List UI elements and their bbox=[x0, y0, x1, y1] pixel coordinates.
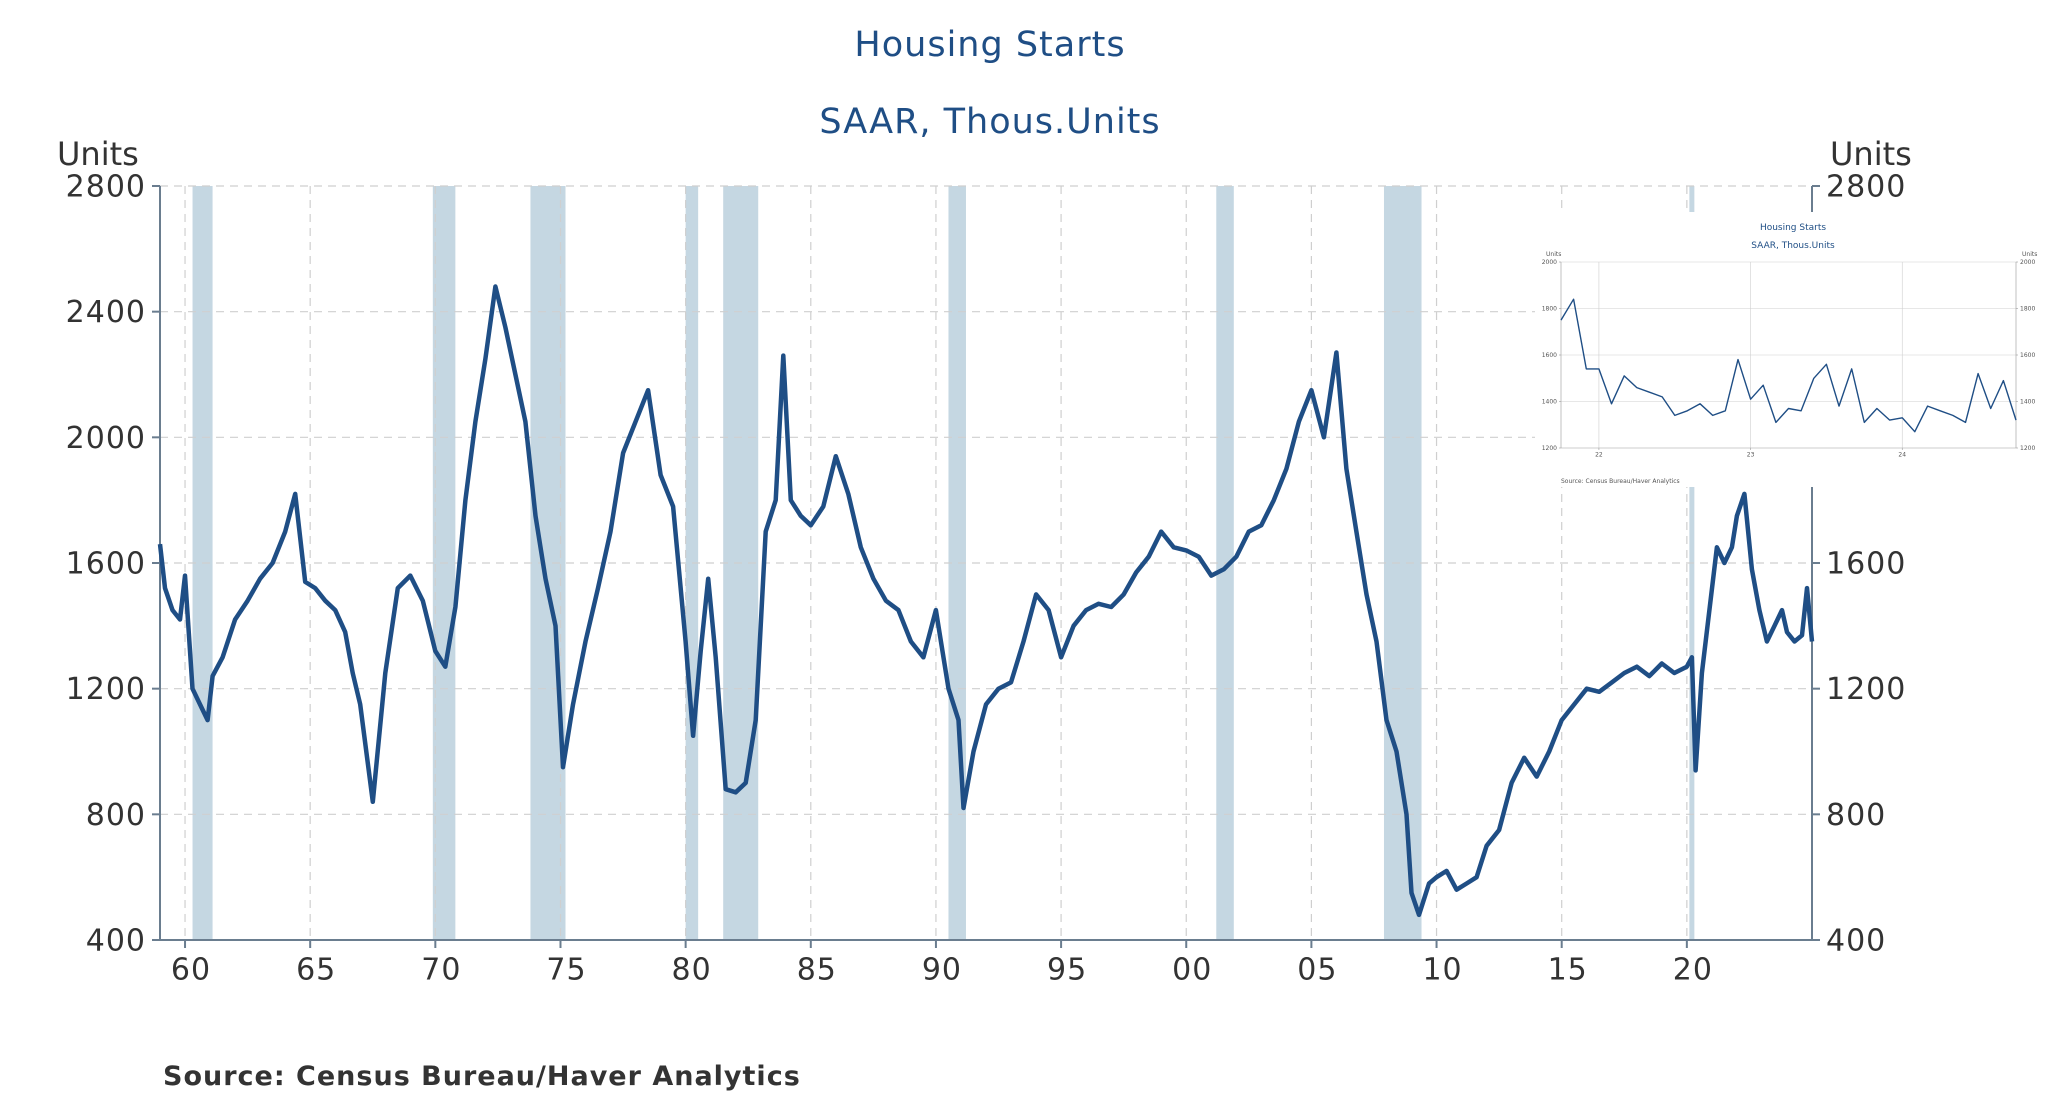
x-tick-label: 23 bbox=[1747, 451, 1755, 458]
left-y-tick-label: 1400 bbox=[1542, 399, 1557, 406]
left-y-tick-label: 400 bbox=[86, 924, 146, 959]
inset-series-group bbox=[1560, 298, 2017, 433]
right-y-tick-label: 2000 bbox=[2020, 259, 2035, 266]
right-axis-unit-label: Units bbox=[1830, 135, 1912, 173]
x-tick-label: 85 bbox=[797, 953, 837, 988]
inset-chart: 1200 1200 1400 1400 1600 1600 1800 1800 2000 2000… bbox=[1535, 212, 2055, 487]
recession-band-3 bbox=[685, 186, 699, 940]
right-y-tick-label: 800 bbox=[1826, 798, 1886, 833]
x-tick-label: 24 bbox=[1898, 451, 1906, 458]
right-y-tick-label: 400 bbox=[1826, 924, 1886, 959]
x-tick-label: 15 bbox=[1548, 953, 1588, 988]
left-y-tick-label: 1600 bbox=[1542, 352, 1557, 359]
x-tick-label: 70 bbox=[421, 953, 461, 988]
right-y-tick-label: 2800 bbox=[1826, 170, 1906, 205]
inset-right-axis-unit-label: Units bbox=[2022, 251, 2037, 258]
right-y-tick-label: 1600 bbox=[2020, 352, 2035, 359]
x-tick-label: 10 bbox=[1422, 953, 1462, 988]
inset-subtitle: SAAR, Thous.Units bbox=[1751, 241, 1835, 251]
x-tick-label: 22 bbox=[1595, 451, 1603, 458]
inset-gridlines bbox=[1561, 261, 2016, 448]
right-y-tick-label: 1200 bbox=[1826, 672, 1906, 707]
left-y-tick-label: 800 bbox=[86, 798, 146, 833]
x-tick-label: 80 bbox=[672, 953, 712, 988]
x-tick-label: 00 bbox=[1172, 953, 1212, 988]
right-y-tick-label: 1600 bbox=[1826, 547, 1906, 582]
inset-left-axis-unit-label: Units bbox=[1546, 251, 1561, 258]
source-note: Source: Census Bureau/Haver Analytics bbox=[163, 1061, 801, 1092]
left-y-tick-label: 1200 bbox=[66, 672, 146, 707]
left-y-tick-label: 2800 bbox=[66, 170, 146, 205]
right-y-tick-label: 1400 bbox=[2020, 399, 2035, 406]
series-line-0 bbox=[1560, 298, 2017, 433]
inset-title: Housing Starts bbox=[1760, 223, 1826, 233]
inset-background bbox=[1535, 212, 2055, 487]
chart-title: Housing Starts bbox=[854, 25, 1125, 65]
left-y-tick-label: 1800 bbox=[1542, 306, 1557, 313]
right-y-tick-label: 1800 bbox=[2020, 306, 2035, 313]
series-line-0 bbox=[157, 284, 1815, 918]
left-axis-unit-label: Units bbox=[57, 135, 139, 173]
x-tick-label: 90 bbox=[922, 953, 962, 988]
inset-source-note: Source: Census Bureau/Haver Analytics bbox=[1561, 478, 1680, 485]
left-y-tick-label: 2000 bbox=[1542, 259, 1557, 266]
inset-axes: 1200 1200 1400 1400 1600 1600 1800 1800 2000 2000… bbox=[1542, 259, 2036, 458]
x-tick-label: 20 bbox=[1673, 953, 1713, 988]
x-tick-label: 05 bbox=[1297, 953, 1337, 988]
left-y-tick-label: 2000 bbox=[66, 421, 146, 456]
x-tick-label: 75 bbox=[546, 953, 586, 988]
text-labels: Housing Starts SAAR, Thous.Units Units U… bbox=[57, 25, 1912, 1092]
left-y-tick-label: 2400 bbox=[66, 295, 146, 330]
x-tick-label: 65 bbox=[296, 953, 336, 988]
x-tick-label: 95 bbox=[1047, 953, 1087, 988]
left-y-tick-label: 1600 bbox=[66, 547, 146, 582]
recession-band-7 bbox=[1383, 186, 1422, 940]
left-y-tick-label: 1200 bbox=[1542, 445, 1557, 452]
right-y-tick-label: 1200 bbox=[2020, 445, 2035, 452]
x-tick-label: 60 bbox=[171, 953, 211, 988]
series-group bbox=[157, 284, 1815, 918]
chart-subtitle: SAAR, Thous.Units bbox=[819, 102, 1160, 142]
